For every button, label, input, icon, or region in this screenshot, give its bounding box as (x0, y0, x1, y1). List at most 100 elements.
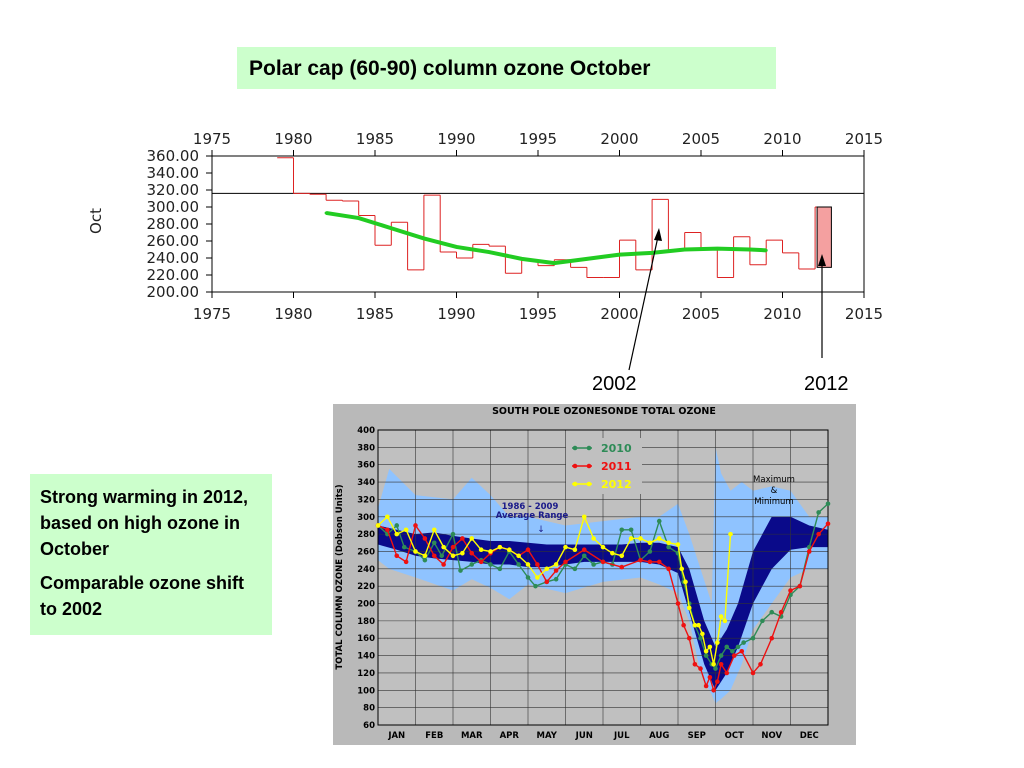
series-2011-point (544, 579, 550, 585)
sonde-month-label: DEC (800, 731, 819, 741)
trend-point (715, 247, 719, 251)
series-2011-point (385, 527, 390, 533)
series-2011-point (788, 588, 793, 593)
series-2010-point (619, 527, 625, 533)
sonde-month-label: JUL (613, 731, 630, 741)
series-2012-point (707, 644, 713, 650)
series-2012-point (675, 542, 681, 547)
series-2010-point (698, 635, 703, 641)
bar-2012 (816, 206, 832, 268)
trend-point (650, 251, 654, 255)
page-title: Polar cap (60-90) column ozone October (237, 47, 776, 89)
note-2: Comparable ozone shift to 2002 (40, 573, 245, 619)
polar-cap-ozone-chart: 1975 1975 1980 1980 1985 1985 1990 1990 1995 1995… (87, 130, 883, 371)
series-2012-point (728, 531, 733, 537)
arrow-2012-head (818, 254, 826, 266)
series-2011-point (675, 601, 681, 606)
top-x-tick-label: 2005 (682, 305, 720, 323)
sonde-y-tick-label: 60 (363, 721, 375, 731)
arrow-2002 (628, 231, 660, 371)
sonde-month-label: AUG (649, 731, 669, 741)
trend-point (683, 248, 687, 251)
series-2010-point (488, 562, 493, 567)
top-y-tick-label: 320.00 (147, 181, 200, 199)
top-plot-frame (211, 155, 865, 293)
series-2011-point (698, 666, 703, 671)
trend-point (520, 257, 524, 261)
ozonesonde-chart: SOUTH POLE OZONESONDE TOTAL OZONE 60 80 10… (333, 404, 856, 745)
series-2010-point (497, 566, 503, 572)
sonde-y-tick-label: 400 (357, 426, 375, 436)
series-2012-point (422, 553, 428, 559)
top-y-tick-label: 240.00 (147, 249, 200, 267)
sonde-y-tick-label: 260 (357, 547, 375, 557)
top-y-tick-label: 360.00 (147, 147, 200, 165)
max-min-label-1: Maximum (753, 475, 795, 485)
top-x-tick-label: 1985 (356, 130, 394, 148)
sonde-y-tick-label: 320 (357, 495, 375, 505)
sonde-frame (377, 429, 829, 726)
series-2012-point (535, 575, 540, 580)
series-2010-point (469, 562, 475, 567)
series-2010-point (591, 562, 596, 567)
series-2010-point (735, 644, 741, 650)
series-2011-point (731, 653, 737, 658)
series-2012-point (563, 544, 568, 550)
sonde-y-tick-label: 280 (357, 530, 375, 540)
series-2011-point (825, 521, 831, 527)
series-2010-point (572, 566, 578, 572)
top-x-tick-label: 2015 (845, 130, 883, 148)
series-2010-point (525, 575, 531, 580)
top-y-tick-label: 220.00 (147, 266, 200, 284)
legend-label-2012: 2012 (601, 478, 632, 491)
series-2012-point (692, 622, 698, 628)
series-2010-point (825, 501, 831, 507)
legend-label-2011: 2011 (601, 460, 632, 473)
trend-point (389, 226, 393, 230)
series-2012-point (553, 562, 559, 567)
series-2011-point (600, 559, 606, 565)
series-2012-point (610, 550, 615, 556)
series-2012-point (544, 566, 550, 572)
series-2011-point (553, 568, 559, 573)
top-y-tick-label: 300.00 (147, 198, 200, 216)
top-x-tick-label: 1990 (437, 130, 475, 148)
sonde-y-tick-label: 220 (357, 582, 375, 592)
ozonesonde-title: SOUTH POLE OZONESONDE TOTAL OZONE (492, 406, 716, 417)
series-2011-point (703, 683, 709, 689)
legend-marker-2012 (586, 481, 592, 487)
series-2011-point (692, 661, 698, 667)
sonde-y-axis-label: TOTAL COLUMN OZONE (Dobson Units) (335, 484, 345, 669)
series-2011-point (686, 635, 692, 641)
series-2012-point (628, 536, 634, 541)
max-min-label-3: Minimum (754, 497, 793, 507)
series-2012-point (488, 549, 493, 554)
series-2011-point (469, 550, 475, 556)
series-2011-point (563, 559, 568, 565)
sonde-month-label: JAN (387, 731, 405, 741)
top-x-tick-label: 1995 (519, 130, 557, 148)
series-2010-point (713, 666, 718, 671)
trend-point (324, 211, 328, 215)
series-2011-point (681, 622, 686, 628)
series-2012-point (385, 514, 390, 520)
series-2012-point (497, 544, 503, 550)
series-2011-point (647, 559, 653, 565)
series-2011-point (450, 544, 456, 550)
series-2012-point (591, 536, 596, 541)
series-2012-point (572, 547, 578, 553)
legend-marker-2011 (572, 463, 578, 469)
series-2011-point (724, 670, 730, 676)
series-2011-point (715, 679, 720, 684)
series-2011-point (666, 566, 671, 572)
sonde-y-tick-label: 80 (363, 704, 375, 714)
trend-point (422, 236, 426, 240)
series-2010-point (533, 583, 538, 589)
series-2010-point (656, 518, 662, 524)
sonde-y-tick-label: 300 (357, 513, 375, 523)
series-2012-point (403, 527, 409, 533)
top-x-tick-label: 2010 (763, 305, 801, 323)
series-2010-point (724, 644, 730, 650)
series-2011-point (739, 648, 745, 654)
series-2010-point (581, 553, 587, 559)
